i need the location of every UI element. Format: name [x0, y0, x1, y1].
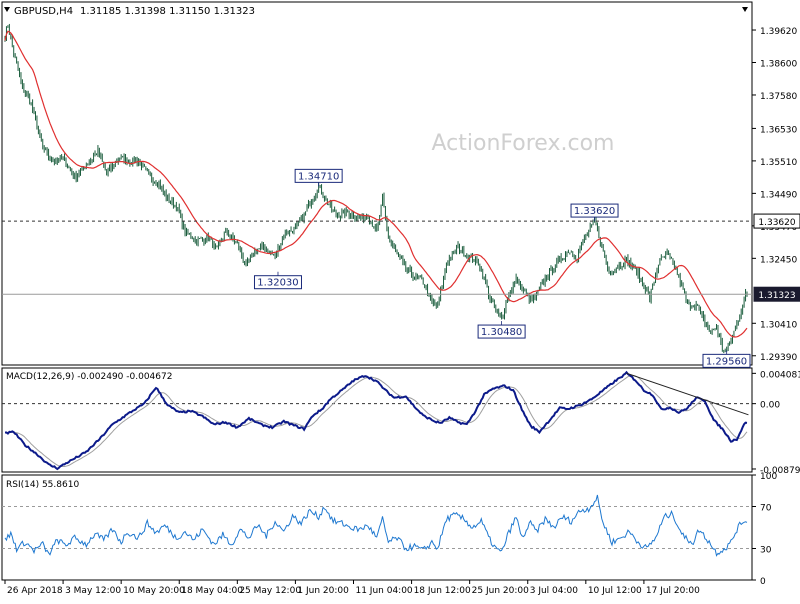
macd-signal-line: [5, 375, 748, 467]
y-tick-label: 1.39620: [760, 27, 797, 37]
x-tick-label: 10 Jul 12:00: [588, 586, 642, 596]
x-tick-label: 1 Jun 20:00: [297, 586, 349, 596]
y-tick-label: 30: [760, 546, 772, 556]
price-callout: 1.32030: [253, 271, 302, 290]
y-tick-label: 1.29390: [760, 353, 797, 363]
price-tag-label: 1.33620: [758, 218, 795, 228]
x-tick-label: 3 May 12:00: [65, 586, 121, 596]
panel-frames: [1, 1, 753, 581]
y-tick-label: 0.004081: [760, 370, 800, 380]
y-tick-label: -0.008794: [760, 466, 800, 476]
macd-trendline: [626, 372, 749, 416]
watermark-text: ActionForex.com: [432, 131, 615, 156]
rsi-line: [4, 494, 748, 557]
y-tick-label: 1.37580: [760, 92, 797, 102]
moving-average-line: [4, 30, 748, 338]
x-tick-label: 25 May 12:00: [239, 586, 301, 596]
macd-title: MACD(12,26,9) -0.002490 -0.004672: [6, 372, 172, 382]
callout-label: 1.32030: [257, 278, 298, 289]
price-tag-label: 1.31323: [758, 291, 795, 301]
symbol-label: GBPUSD,H4: [14, 6, 73, 17]
x-tick-label: 3 Jul 04:00: [530, 586, 579, 596]
scroll-end-triangle-icon[interactable]: [742, 7, 748, 12]
price-callout: 1.30480: [477, 321, 526, 339]
rsi-title: RSI(14) 55.8610: [6, 480, 79, 490]
dropdown-triangle-icon[interactable]: [4, 7, 10, 12]
price-panel-frame: [1, 1, 753, 366]
macd-line: [5, 370, 748, 471]
price-callout: 1.29560: [702, 350, 751, 368]
x-tick-label: 11 Jun 04:00: [355, 586, 412, 596]
macd-panel: [2, 370, 752, 471]
x-tick-label: 17 Jul 20:00: [646, 586, 700, 596]
price-tag: [753, 286, 800, 302]
y-tick-label: 1.38600: [760, 60, 797, 70]
axes: 1.39620 1.38600 1.37580 1.36530 1.35510 1.344…: [4, 27, 800, 596]
callout-label: 1.33620: [574, 206, 615, 217]
x-tick-label: 18 Jun 12:00: [414, 586, 471, 596]
callout-label: 1.34710: [298, 171, 339, 182]
callout-label: 1.29560: [706, 356, 747, 367]
macd-panel-frame: [1, 367, 753, 473]
rsi-panel-frame: [1, 474, 753, 581]
y-tick-label: 1.34490: [760, 190, 797, 200]
price-callout: 1.34710: [294, 168, 343, 187]
y-tick-label: 1.32450: [760, 255, 797, 265]
y-tick-label: 1.36530: [760, 125, 797, 135]
ohlc-values: 1.31185 1.31398 1.31150 1.31323: [80, 6, 255, 17]
candles: [4, 23, 748, 354]
price-tag: [753, 213, 800, 229]
x-tick-label: 18 May 04:00: [181, 586, 243, 596]
price-callout: 1.33620: [570, 203, 619, 222]
y-tick-label: 1.35510: [760, 158, 797, 168]
x-tick-label: 10 May 20:00: [123, 586, 185, 596]
x-tick-label: 25 Jun 20:00: [472, 586, 529, 596]
x-tick-label: 26 Apr 2018: [7, 586, 63, 596]
y-tick-label: 0.00: [760, 401, 780, 411]
callout-label: 1.30480: [481, 327, 522, 338]
y-tick-label: 100: [760, 472, 777, 482]
chart-header: GBPUSD,H4 1.31185 1.31398 1.31150 1.3132…: [4, 6, 255, 17]
price-panel: 1.34710 1.33620 1.32030 1.30480 1.29560: [2, 23, 752, 368]
y-tick-label: 0: [760, 577, 766, 587]
rsi-panel: [2, 494, 752, 557]
y-tick-label: 70: [760, 504, 772, 514]
y-tick-label: 1.30410: [760, 320, 797, 330]
